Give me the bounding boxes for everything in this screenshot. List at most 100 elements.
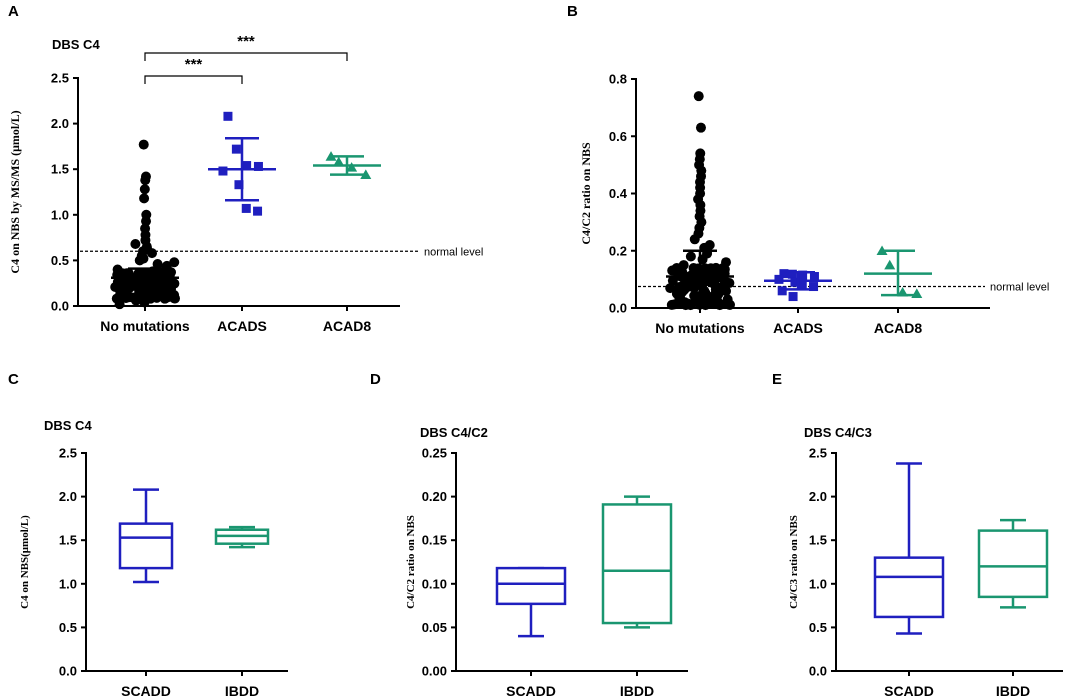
y-tick-label: 0.00: [422, 664, 447, 679]
y-tick-label: 0.15: [422, 533, 447, 548]
x-tick-label: No mutations: [100, 318, 190, 334]
panel-a: A DBS C4 0.0 0.5 1.0 1.5 2.0 2.5 No mutations ACA…: [8, 3, 483, 334]
x-tick-label: SCADD: [121, 683, 171, 699]
box-iqr: [873, 556, 945, 619]
y-tick-label: 0.6: [609, 129, 627, 144]
box-iqr: [977, 529, 1049, 599]
data-point: [673, 282, 684, 293]
data-point: [719, 264, 730, 275]
data-point: [139, 184, 150, 195]
significance-label: ***: [237, 33, 255, 50]
panel-e: E DBS C4/C3 0.0 0.5 1.0 1.5 2.0 2.5 SCADD IBDD C4/…: [772, 371, 1063, 699]
significance-label: ***: [185, 56, 203, 73]
data-point: [724, 299, 735, 310]
y-tick-label: 2.5: [51, 71, 69, 86]
y-tick-label: 0.8: [609, 72, 627, 87]
data-point: [140, 175, 151, 186]
chart-title: DBS C4/C2: [420, 425, 488, 440]
data-point: [134, 255, 145, 266]
panel-label: C: [8, 371, 19, 388]
data-point: [809, 272, 819, 282]
y-tick-label: 0.2: [609, 243, 627, 258]
data-point: [671, 262, 682, 273]
data-point: [231, 144, 241, 154]
data-point: [139, 193, 150, 204]
data-point: [241, 203, 251, 213]
y-tick-label: 2.0: [51, 116, 69, 131]
data-point: [777, 286, 787, 296]
y-axis-label: C4/C2 ratio on NBS: [405, 515, 417, 609]
data-point: [346, 162, 358, 172]
data-point: [253, 206, 263, 216]
box-iqr: [495, 566, 567, 606]
x-tick-label: IBDD: [996, 683, 1030, 699]
y-tick-label: 2.0: [809, 489, 827, 504]
significance-bracket: [144, 52, 348, 61]
data-point: [685, 251, 696, 262]
data-point: [774, 274, 784, 284]
data-point: [169, 293, 180, 304]
significance-bracket: [144, 75, 243, 84]
data-point: [788, 292, 798, 302]
data-point: [223, 111, 233, 121]
data-point: [333, 156, 345, 167]
panel-d: D DBS C4/C2 0.00 0.05 0.10 0.15 0.20 0.25 SCADD I…: [370, 371, 688, 699]
y-axis-label: C4/C3 ratio on NBS: [788, 515, 800, 609]
y-axis-label: C4 on NBS by MS/MS (μmol/L): [8, 110, 22, 273]
chart-title: DBS C4: [44, 418, 92, 433]
data-point: [695, 122, 706, 133]
y-tick-label: 0.25: [422, 446, 447, 461]
x-tick-label: IBDD: [225, 683, 259, 699]
data-point: [718, 282, 729, 293]
data-point: [152, 259, 163, 270]
x-tick-label: ACADS: [217, 318, 267, 334]
y-tick-label: 0.20: [422, 489, 447, 504]
data-point: [712, 295, 723, 306]
data-point: [779, 269, 789, 279]
data-point: [141, 216, 152, 227]
y-tick-label: 0.0: [609, 301, 627, 316]
panel-label: A: [8, 3, 19, 20]
y-tick-label: 0.0: [809, 664, 827, 679]
data-point: [809, 282, 819, 292]
box-iqr: [118, 522, 174, 570]
data-point: [884, 259, 896, 270]
x-tick-label: IBDD: [620, 683, 654, 699]
y-tick-label: 1.0: [59, 576, 77, 591]
data-point: [134, 274, 145, 285]
x-tick-label: ACADS: [773, 320, 823, 336]
data-point: [689, 234, 700, 245]
data-point: [253, 161, 263, 171]
data-point: [218, 166, 228, 176]
panel-label: B: [567, 3, 578, 20]
data-point: [674, 292, 685, 303]
reference-line-label: normal level: [424, 246, 483, 258]
y-tick-label: 2.5: [809, 446, 827, 461]
y-tick-label: 0.10: [422, 576, 447, 591]
data-point: [234, 180, 244, 190]
x-tick-label: ACAD8: [323, 318, 371, 334]
data-point: [149, 277, 160, 288]
data-point: [119, 288, 130, 299]
y-axis-label: C4/C2 ratio on NBS: [579, 142, 593, 245]
y-tick-label: 1.0: [809, 576, 827, 591]
data-point: [798, 270, 808, 280]
y-tick-label: 0.4: [609, 186, 628, 201]
panel-c: C DBS C4 0.0 0.5 1.0 1.5 2.0 2.5 SCADD IBDD C4 on …: [8, 371, 288, 699]
panel-label: E: [772, 371, 782, 388]
reference-line-label: normal level: [990, 282, 1049, 294]
data-point: [116, 268, 127, 279]
y-tick-label: 2.5: [59, 446, 77, 461]
data-point: [709, 264, 720, 275]
data-point: [242, 161, 252, 171]
data-point: [704, 276, 715, 287]
data-point: [911, 288, 923, 298]
y-tick-label: 1.5: [809, 533, 827, 548]
data-point: [118, 281, 129, 292]
panel-b: B 0.0 0.2 0.4 0.6 0.8 No mutations ACADS ACAD8 C4…: [567, 3, 1049, 336]
y-tick-label: 1.5: [59, 533, 77, 548]
data-point: [138, 139, 149, 150]
data-point: [693, 91, 704, 102]
y-tick-label: 0.05: [422, 620, 447, 635]
